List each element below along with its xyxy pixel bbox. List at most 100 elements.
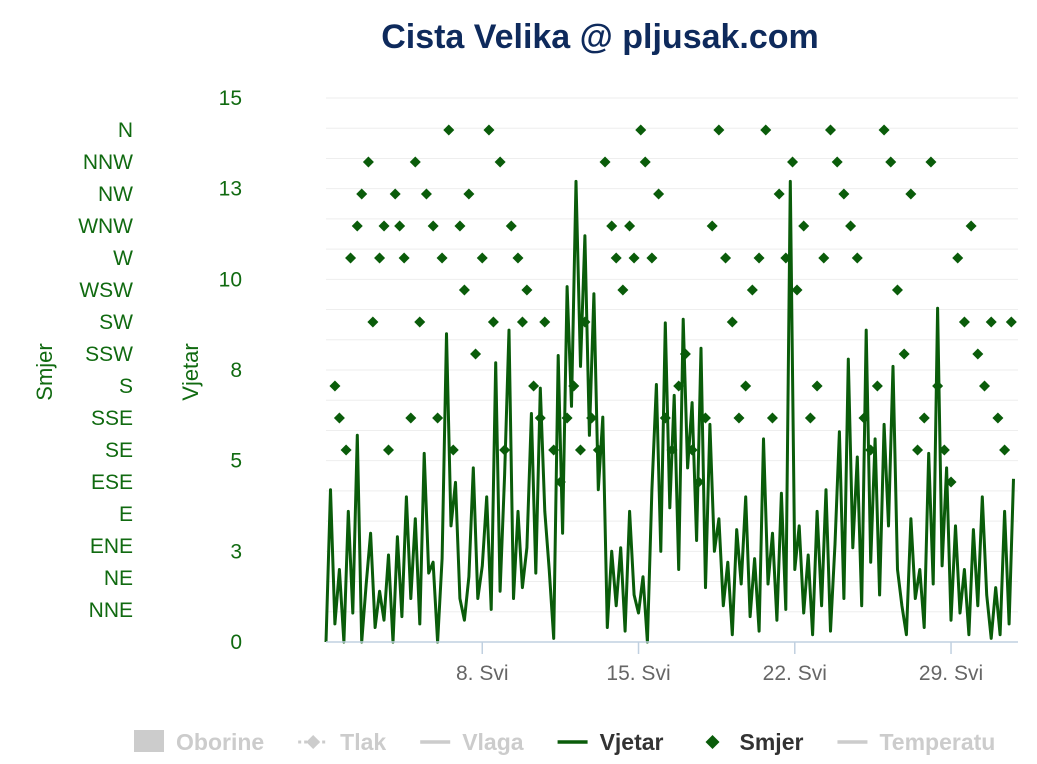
- direction-point: [918, 412, 930, 424]
- direction-point: [885, 156, 897, 168]
- direction-point: [639, 156, 651, 168]
- direction-point: [351, 220, 363, 232]
- direction-tick-label: WSW: [79, 279, 133, 302]
- direction-point: [824, 124, 836, 136]
- direction-point: [746, 284, 758, 296]
- direction-tick-label: W: [113, 247, 133, 270]
- direction-point: [851, 252, 863, 264]
- direction-point: [845, 220, 857, 232]
- direction-point: [333, 412, 345, 424]
- legend-item-temperatu[interactable]: Temperatu: [837, 729, 995, 755]
- direction-tick-label: SSW: [85, 343, 133, 366]
- wind-tick-label: 3: [230, 540, 242, 563]
- direction-point: [753, 252, 765, 264]
- direction-tick-label: SSE: [91, 407, 133, 430]
- x-tick-label: 22. Svi: [763, 662, 827, 685]
- direction-tick-label: N: [118, 119, 133, 142]
- legend: Oborine Tlak Vlaga Vjetar Smjer Temperatu: [134, 729, 995, 755]
- direction-point: [653, 188, 665, 200]
- direction-point: [329, 380, 341, 392]
- direction-point: [394, 220, 406, 232]
- direction-point: [798, 220, 810, 232]
- legend-item-oborine[interactable]: Oborine: [134, 729, 264, 755]
- direction-tick-label: NE: [104, 567, 133, 590]
- direction-point: [878, 124, 890, 136]
- legend-symbol: [134, 730, 164, 752]
- x-axis-ticks: 8. Svi 15. Svi 22. Svi 29. Svi: [456, 642, 983, 685]
- wind-axis-ticks: 0 3 5 8 10 13 15: [219, 87, 242, 654]
- direction-point: [898, 348, 910, 360]
- direction-tick-label: ENE: [90, 535, 133, 558]
- direction-point: [617, 284, 629, 296]
- direction-point: [398, 252, 410, 264]
- direction-point: [871, 380, 883, 392]
- direction-point: [1005, 316, 1017, 328]
- direction-point: [539, 316, 551, 328]
- direction-point: [811, 380, 823, 392]
- direction-point: [925, 156, 937, 168]
- direction-point: [733, 412, 745, 424]
- direction-point: [958, 316, 970, 328]
- direction-point: [624, 220, 636, 232]
- direction-tick-label: SE: [105, 439, 133, 462]
- x-tick-label: 15. Svi: [606, 662, 670, 685]
- direction-point: [374, 252, 386, 264]
- x-tick-label: 29. Svi: [919, 662, 983, 685]
- direction-point: [635, 124, 647, 136]
- direction-point: [891, 284, 903, 296]
- direction-point: [340, 444, 352, 456]
- direction-point: [512, 252, 524, 264]
- legend-item-vlaga[interactable]: Vlaga: [420, 729, 524, 755]
- direction-point: [414, 316, 426, 328]
- direction-point: [487, 316, 499, 328]
- direction-point: [999, 444, 1011, 456]
- direction-point: [726, 316, 738, 328]
- direction-point: [454, 220, 466, 232]
- direction-tick-label: WNW: [78, 215, 133, 238]
- wind-tick-label: 5: [230, 450, 242, 473]
- legend-label: Temperatu: [879, 729, 995, 755]
- direction-point: [463, 188, 475, 200]
- direction-point: [494, 156, 506, 168]
- direction-point: [409, 156, 421, 168]
- direction-point: [606, 220, 618, 232]
- direction-point: [952, 252, 964, 264]
- legend-item-tlak[interactable]: Tlak: [298, 729, 386, 755]
- direction-point: [905, 188, 917, 200]
- direction-point: [972, 348, 984, 360]
- wind-tick-label: 15: [219, 87, 242, 110]
- direction-point: [646, 252, 658, 264]
- direction-point: [443, 124, 455, 136]
- direction-tick-label: E: [119, 503, 133, 526]
- wind-axis-title: Vjetar: [178, 343, 203, 400]
- series-vjetar: [324, 179, 1015, 644]
- direction-point: [420, 188, 432, 200]
- direction-point: [985, 316, 997, 328]
- legend-label: Vlaga: [462, 729, 524, 755]
- direction-point: [528, 380, 540, 392]
- direction-point: [912, 444, 924, 456]
- direction-point: [628, 252, 640, 264]
- direction-point: [470, 348, 482, 360]
- direction-point: [367, 316, 379, 328]
- direction-point: [427, 220, 439, 232]
- legend-label: Tlak: [340, 729, 386, 755]
- direction-point: [992, 412, 1004, 424]
- direction-point: [965, 220, 977, 232]
- direction-tick-label: NW: [98, 183, 133, 206]
- legend-label: Smjer: [740, 729, 804, 755]
- legend-item-vjetar[interactable]: Vjetar: [557, 729, 664, 755]
- direction-point: [405, 412, 417, 424]
- legend-label: Vjetar: [600, 729, 664, 755]
- wind-line: [324, 179, 1015, 644]
- direction-point: [706, 220, 718, 232]
- wind-tick-label: 13: [219, 178, 242, 201]
- direction-point: [389, 188, 401, 200]
- legend-label: Oborine: [176, 729, 264, 755]
- direction-point: [787, 156, 799, 168]
- legend-item-smjer[interactable]: Smjer: [705, 729, 804, 755]
- direction-point: [766, 412, 778, 424]
- direction-point: [356, 188, 368, 200]
- direction-tick-label: NNE: [89, 599, 133, 622]
